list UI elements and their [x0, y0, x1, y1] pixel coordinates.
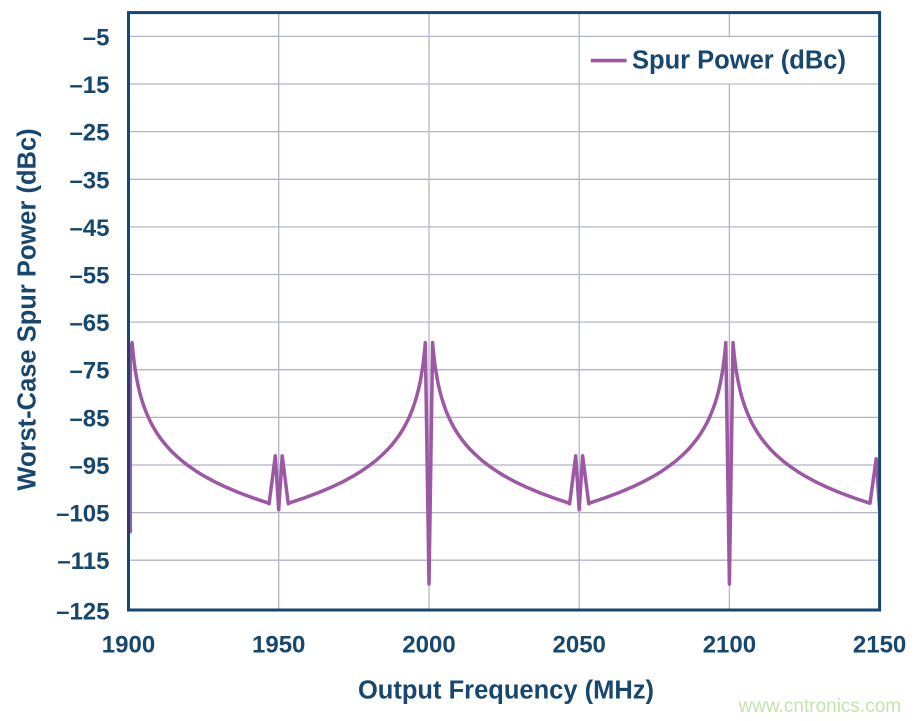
- svg-text:–35: –35: [69, 167, 109, 194]
- svg-text:2100: 2100: [703, 631, 756, 658]
- svg-text:–65: –65: [69, 310, 109, 337]
- svg-text:–15: –15: [69, 72, 109, 99]
- svg-text:2000: 2000: [402, 631, 455, 658]
- svg-text:Spur Power (dBc): Spur Power (dBc): [632, 46, 846, 74]
- svg-text:1950: 1950: [252, 631, 305, 658]
- svg-text:Output Frequency (MHz): Output Frequency (MHz): [358, 677, 654, 705]
- svg-text:–125: –125: [56, 599, 109, 626]
- svg-text:2150: 2150: [853, 631, 906, 658]
- svg-text:–25: –25: [69, 120, 109, 147]
- svg-text:–115: –115: [57, 548, 109, 575]
- svg-text:–85: –85: [69, 405, 109, 432]
- svg-text:www.cntronics.com: www.cntronics.com: [738, 696, 902, 717]
- svg-text:–75: –75: [69, 358, 109, 385]
- svg-text:–55: –55: [69, 263, 109, 290]
- svg-text:1900: 1900: [102, 631, 155, 658]
- svg-text:Worst-Case Spur Power (dBc): Worst-Case Spur Power (dBc): [14, 128, 42, 490]
- svg-text:–5: –5: [83, 24, 110, 51]
- svg-text:–105: –105: [56, 501, 109, 528]
- svg-text:2050: 2050: [553, 631, 606, 658]
- svg-text:–45: –45: [69, 215, 109, 242]
- svg-text:–95: –95: [69, 453, 109, 480]
